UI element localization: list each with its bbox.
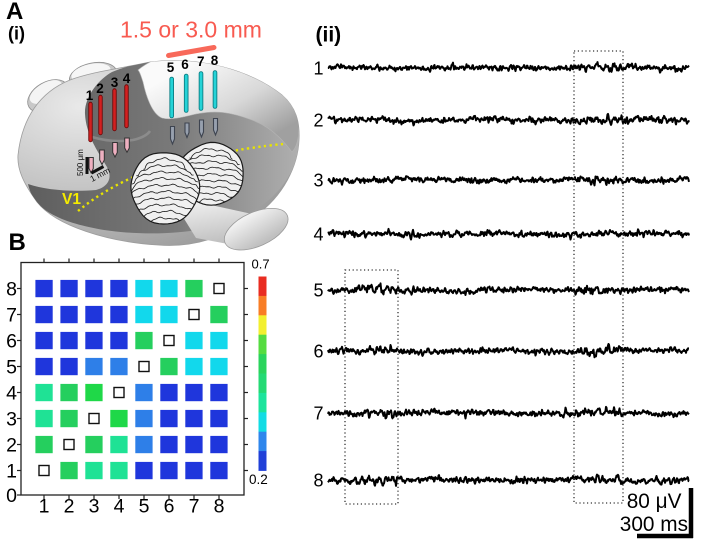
svg-text:7: 7 — [197, 54, 205, 69]
svg-text:7: 7 — [6, 305, 17, 327]
svg-text:6: 6 — [164, 496, 175, 518]
svg-text:8: 8 — [214, 496, 225, 518]
svg-text:8: 8 — [211, 53, 219, 68]
svg-text:500 μm: 500 μm — [76, 149, 85, 176]
svg-text:0.2: 0.2 — [249, 472, 268, 487]
svg-text:0.7: 0.7 — [252, 257, 270, 272]
svg-text:V1: V1 — [62, 191, 81, 208]
svg-text:5: 5 — [6, 357, 17, 379]
svg-text:4: 4 — [114, 496, 125, 518]
svg-text:5: 5 — [167, 60, 175, 75]
svg-text:2: 2 — [6, 435, 17, 457]
svg-text:6: 6 — [6, 331, 17, 353]
svg-text:300 ms: 300 ms — [620, 513, 688, 536]
svg-text:8: 8 — [6, 279, 17, 301]
svg-text:3: 3 — [6, 409, 17, 431]
svg-text:1: 1 — [39, 496, 50, 518]
svg-text:4: 4 — [6, 383, 17, 405]
svg-text:8: 8 — [313, 471, 323, 491]
svg-text:1.5 or 3.0 mm: 1.5 or 3.0 mm — [120, 17, 262, 43]
svg-text:5: 5 — [139, 496, 150, 518]
svg-text:1: 1 — [86, 88, 94, 103]
svg-text:1: 1 — [313, 59, 323, 79]
svg-text:3: 3 — [89, 496, 100, 518]
svg-text:7: 7 — [313, 404, 323, 424]
svg-text:4: 4 — [123, 71, 131, 86]
svg-text:2: 2 — [313, 111, 323, 131]
svg-text:4: 4 — [313, 225, 323, 245]
svg-text:7: 7 — [189, 496, 200, 518]
svg-text:B: B — [9, 229, 26, 256]
svg-text:1: 1 — [6, 461, 17, 483]
svg-text:0: 0 — [6, 485, 17, 507]
svg-text:6: 6 — [313, 342, 323, 362]
svg-text:5: 5 — [313, 281, 323, 301]
svg-text:(ii): (ii) — [316, 24, 342, 47]
svg-text:6: 6 — [181, 57, 189, 72]
svg-text:(i): (i) — [8, 24, 25, 44]
svg-text:A: A — [6, 0, 23, 25]
svg-text:3: 3 — [111, 75, 119, 90]
svg-text:2: 2 — [64, 496, 75, 518]
svg-text:3: 3 — [313, 171, 323, 191]
svg-text:80 μV: 80 μV — [627, 490, 682, 513]
svg-text:2: 2 — [96, 81, 104, 96]
